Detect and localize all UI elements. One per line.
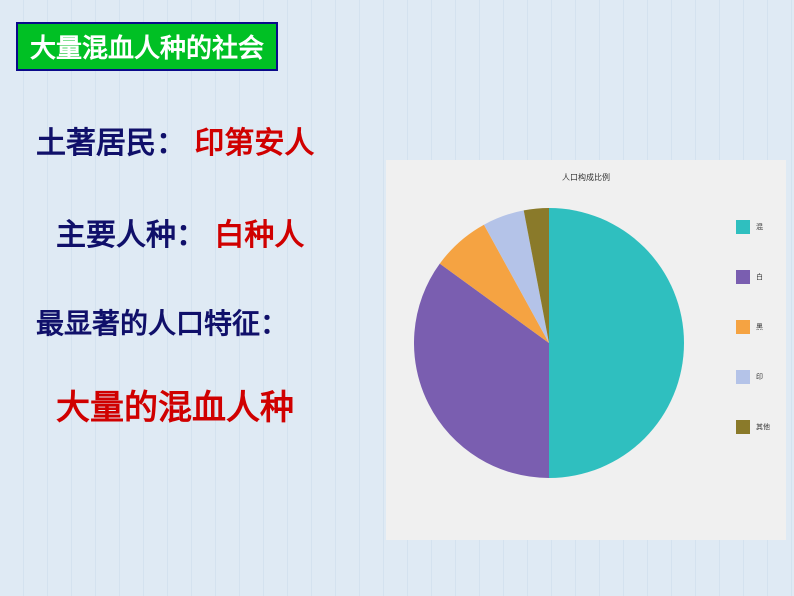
pie-chart-panel: 人口构成比例 混白黑印其他	[386, 160, 786, 540]
indigenous-label: 土著居民：	[36, 127, 186, 160]
legend-item-0: 混	[736, 220, 770, 234]
legend-label: 黑	[756, 322, 763, 332]
legend-swatch	[736, 420, 750, 434]
title-box: 大量混血人种的社会	[16, 22, 278, 71]
legend-swatch	[736, 320, 750, 334]
main-race-line: 主要人种： 白种人	[56, 210, 304, 254]
legend-item-3: 印	[736, 370, 770, 384]
main-race-label: 主要人种：	[56, 219, 206, 252]
chart-title: 人口构成比例	[386, 172, 786, 183]
page-title: 大量混血人种的社会	[30, 33, 264, 63]
legend-swatch	[736, 220, 750, 234]
legend-label: 白	[756, 272, 763, 282]
legend-label: 混	[756, 222, 763, 232]
pie-slice-0	[549, 208, 684, 478]
feature-value: 大量的混血人种	[56, 380, 294, 429]
legend-swatch	[736, 270, 750, 284]
indigenous-line: 土著居民： 印第安人	[36, 118, 314, 162]
pie-chart	[414, 208, 684, 478]
feature-label: 最显著的人口特征：	[36, 302, 288, 342]
legend-item-4: 其他	[736, 420, 770, 434]
indigenous-value: 印第安人	[194, 127, 314, 160]
legend-item-1: 白	[736, 270, 770, 284]
legend-item-2: 黑	[736, 320, 770, 334]
main-race-value: 白种人	[214, 219, 304, 252]
legend-swatch	[736, 370, 750, 384]
legend-label: 印	[756, 372, 763, 382]
chart-legend: 混白黑印其他	[736, 220, 770, 434]
legend-label: 其他	[756, 422, 770, 432]
